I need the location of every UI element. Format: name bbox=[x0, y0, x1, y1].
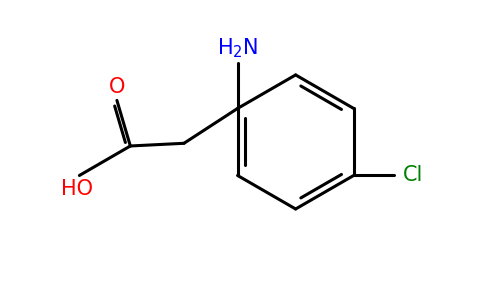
Text: O: O bbox=[109, 77, 125, 97]
Text: HO: HO bbox=[60, 179, 93, 199]
Text: Cl: Cl bbox=[403, 166, 423, 185]
Text: $\mathregular{H_2N}$: $\mathregular{H_2N}$ bbox=[217, 37, 258, 60]
